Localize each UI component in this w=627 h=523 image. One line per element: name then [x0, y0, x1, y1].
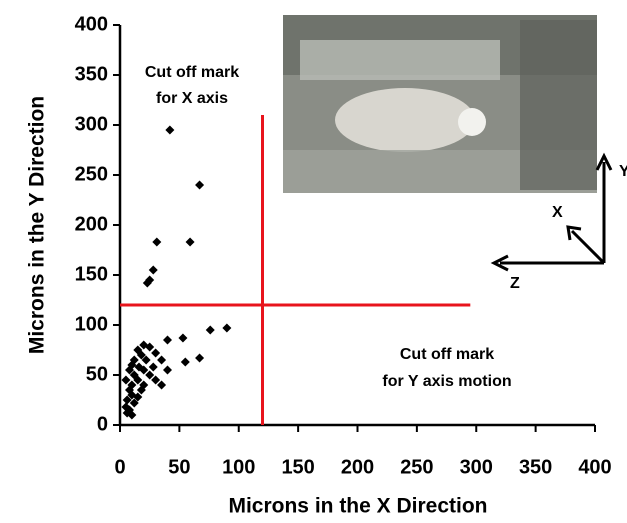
point	[195, 353, 205, 363]
point	[142, 278, 152, 288]
x-tick-label: 300	[460, 456, 493, 478]
axis-icon	[490, 152, 613, 272]
point	[133, 375, 143, 385]
y-axis-title: Microns in the Y Direction	[26, 96, 49, 354]
point	[222, 323, 232, 333]
point	[145, 342, 155, 352]
point	[151, 375, 161, 385]
y-tick-label: 350	[75, 63, 108, 85]
point	[163, 365, 172, 375]
point	[133, 392, 143, 402]
cutoff-note: for Y axis motion	[382, 373, 511, 390]
x-tick-label: 0	[114, 456, 125, 478]
point	[178, 333, 188, 343]
cutoff-note: Cut off mark	[145, 64, 239, 81]
point	[205, 325, 215, 335]
point	[157, 355, 167, 365]
x-tick-label: 350	[519, 456, 552, 478]
point	[157, 380, 167, 390]
icon-z-label: Z	[510, 275, 520, 292]
point	[148, 362, 158, 372]
x-tick-label: 50	[168, 456, 190, 478]
point	[136, 350, 146, 360]
point	[139, 365, 149, 375]
icon-x-label: X	[552, 204, 563, 221]
point	[148, 265, 158, 275]
y-tick-label: 150	[75, 263, 108, 285]
point	[145, 370, 155, 380]
y-tick-label: 50	[86, 363, 108, 385]
y-tick-label: 400	[75, 13, 108, 35]
y-tick-label: 100	[75, 313, 108, 335]
icon-y-label: Y	[619, 163, 627, 180]
cutoff-note: for X axis	[156, 90, 228, 107]
point	[122, 395, 132, 405]
cutoff-note: Cut off mark	[400, 346, 494, 363]
x-tick-label: 150	[281, 456, 314, 478]
point	[180, 357, 190, 367]
y-tick-label: 0	[97, 413, 108, 435]
point	[163, 335, 172, 345]
point	[121, 375, 131, 385]
x-tick-label: 400	[578, 456, 611, 478]
point	[195, 180, 205, 190]
point	[127, 410, 137, 420]
point	[141, 355, 151, 365]
y-tick-label: 300	[75, 113, 108, 135]
y-tick-label: 200	[75, 213, 108, 235]
point	[151, 348, 161, 358]
point	[129, 398, 139, 408]
y-tick-label: 250	[75, 163, 108, 185]
x-tick-label: 100	[222, 456, 255, 478]
x-tick-label: 250	[400, 456, 433, 478]
photo-inset	[283, 15, 597, 193]
point	[165, 125, 175, 135]
point	[125, 365, 134, 375]
x-tick-label: 200	[341, 456, 374, 478]
x-axis-title: Microns in the X Direction	[228, 495, 487, 518]
point	[136, 385, 146, 395]
point	[185, 237, 195, 247]
point	[152, 237, 162, 247]
